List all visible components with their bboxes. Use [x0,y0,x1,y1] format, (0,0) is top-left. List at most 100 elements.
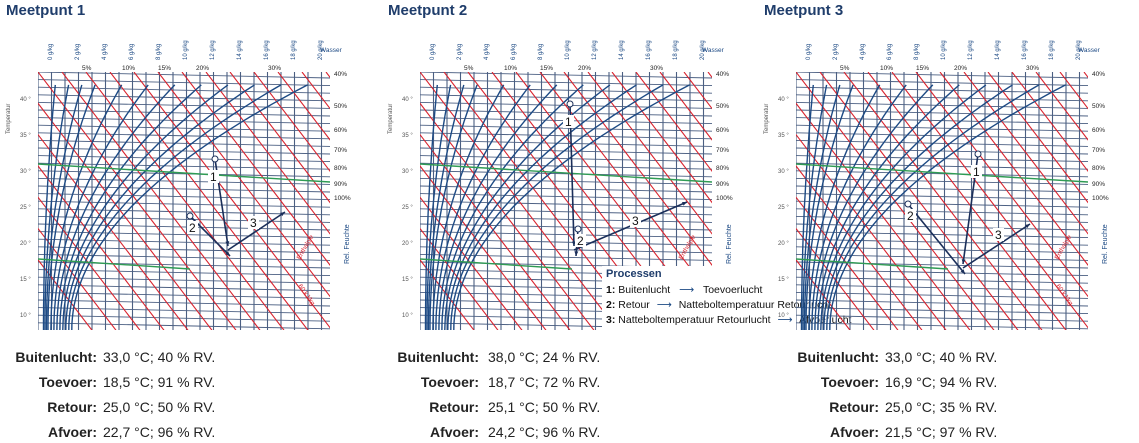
water-tick-label: 10 g/kg [565,40,571,60]
temp-line [38,291,330,299]
point-marker [566,100,574,108]
green-line [38,258,191,270]
temp-line [796,231,1088,239]
point-marker [904,200,912,208]
point-marker [186,212,194,220]
arrow-head [1025,224,1030,229]
arrow-head [571,241,576,246]
arrow-head [960,269,965,274]
value-afvoer: 22,7 °C; 96 % RV. [103,424,216,440]
water-tick-label: 18 g/kg [1049,40,1055,60]
enthalpy-line [635,72,712,173]
temp-tick: 35 ° [20,133,31,139]
temp-line [420,253,712,261]
label-retour: Retour: [47,399,97,415]
rh-top-tick: 5% [464,65,474,72]
temp-tick: 10 ° [20,313,31,319]
process-label-2: 2 [189,221,196,235]
temp-line [38,124,330,132]
water-tick-label: 16 g/kg [646,40,652,60]
enthalpy-line [420,133,571,330]
process-label-1: 1 [210,170,217,184]
enthalpy-line [1011,72,1088,173]
rh-curve [53,84,149,330]
green-line [420,258,573,270]
label-buitenlucht: Buitenlucht: [797,349,879,365]
process-1: 1: Buitenlucht ⟶ Toevoerlucht [606,284,763,296]
rh-top-tick: 15% [916,65,929,72]
temp-line [420,170,712,178]
water-tick-label: 14 g/kg [995,40,1001,60]
value-toevoer: 18,7 °C; 72 % RV. [488,374,601,390]
water-tick-label: 4 g/kg [860,44,866,60]
rh-curve [50,84,123,330]
temp-tick: 40 ° [778,97,789,103]
rh-top-tick: 20% [196,65,209,72]
temp-line [796,170,1088,178]
rh-top-tick: 20% [578,65,591,72]
water-tick-label: 20 g/kg [700,40,706,60]
rh-curve [817,84,960,330]
temp-line [420,208,712,216]
panel-title: Meetpunt 3 [764,2,844,19]
rh-right-tick: 80% [334,165,347,172]
temp-line [796,223,1088,231]
temp-line [796,86,1088,94]
rh-curve [432,84,505,330]
enthalpy-line [277,72,330,141]
process-2: 2: Retour ⟶ Natteboltemperatuur Retourlu… [606,299,832,311]
temp-line [796,94,1088,102]
rh-right-tick: 80% [716,165,729,172]
temp-tick: 25 ° [778,205,789,211]
panel-meetpunt-1: Meetpunt 1 0 g/kg 2 g/kg 4 g/kg 6 g/kg 8 g/k… [0,0,380,443]
enthalpy-line [181,72,330,266]
temp-line [420,177,712,185]
rh-top-tick: 30% [650,65,663,72]
green-line [796,258,949,270]
temp-tick: 20 ° [20,241,31,247]
temp-tick: 15 ° [402,277,413,283]
enthalpy-line [38,72,237,330]
rh-curve [438,84,558,330]
temp-tick: 40 ° [20,97,31,103]
enthalpy-line [85,72,285,330]
enthalpy-line [891,72,1088,329]
temp-line [420,162,712,170]
temp-tick: 30 ° [778,169,789,175]
enthalpy-line [987,72,1088,204]
arrow-head [961,259,966,264]
temp-line [420,193,712,201]
rh-axis-label: Rel. Feuchte [1102,224,1109,264]
green-line [420,163,712,183]
temp-tick: 40 ° [402,97,413,103]
temp-tick: 15 ° [778,277,789,283]
rh-curve [59,84,202,330]
water-tick-label: 10 g/kg [941,40,947,60]
enthalpy-line [420,227,499,330]
enthalpy-line [587,72,712,235]
temp-line [796,269,1088,277]
value-retour: 25,1 °C; 50 % RV. [488,399,601,415]
water-tick-label: 20 g/kg [1076,40,1082,60]
enthalpy-line [38,133,189,330]
temp-line [796,215,1088,223]
rh-curve [829,84,1066,330]
arrow-right-icon: ⟶ [777,314,793,326]
temp-tick: 30 ° [402,169,413,175]
rh-top-tick: 30% [268,65,281,72]
arrow-right-icon: ⟶ [679,284,695,296]
temp-line [420,86,712,94]
kj-label: 60 kJ/kg [296,283,316,307]
temp-line [38,177,330,185]
temp-line [38,200,330,208]
temp-line [796,307,1088,315]
rh-right-tick: 70% [334,147,347,154]
rh-right-tick: 100% [334,195,351,202]
enthalpy-line [1108,72,1118,334]
temp-line [38,284,330,292]
enthalpy-line [325,72,330,79]
temp-line [796,329,799,330]
enthalpy-line [915,72,1088,298]
temp-line [38,276,330,284]
point-marker [974,150,982,158]
